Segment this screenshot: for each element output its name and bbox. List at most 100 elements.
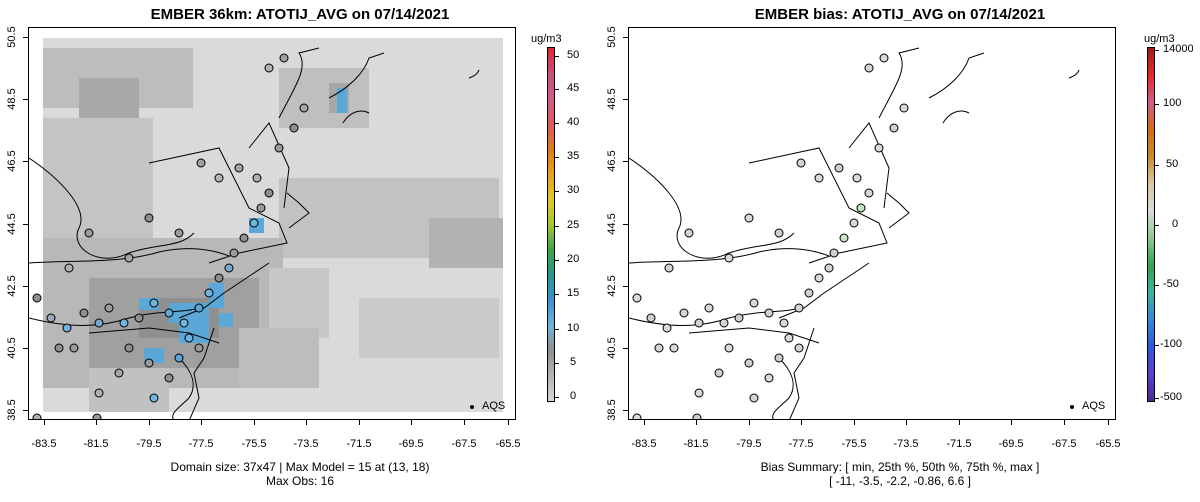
x-tickmark xyxy=(149,420,150,425)
x-tick-label: -73.5 xyxy=(893,438,919,450)
y-tickmark xyxy=(23,286,28,287)
colorbar xyxy=(547,47,555,402)
y-tick-label: 44.5 xyxy=(6,213,18,235)
y-tick-label: 50.5 xyxy=(606,26,618,48)
colorbar-label: 50 xyxy=(1166,158,1179,170)
colorbar-label: 30 xyxy=(567,184,580,196)
y-tick-label: 42.5 xyxy=(606,275,618,297)
x-tick-label: -83.5 xyxy=(631,438,657,450)
y-tick-label: 44.5 xyxy=(606,213,618,235)
x-tickmark xyxy=(854,420,855,425)
y-tickmark xyxy=(23,410,28,411)
colorbar-tick xyxy=(555,56,559,57)
y-tick-label: 40.5 xyxy=(6,337,18,359)
y-tick-label: 46.5 xyxy=(606,150,618,172)
x-tick-label: -67.5 xyxy=(1051,438,1077,450)
colorbar-label: -500 xyxy=(1160,391,1183,403)
colorbar-tick xyxy=(555,329,559,330)
x-tickmark xyxy=(464,420,465,425)
y-tickmark xyxy=(623,161,628,162)
coastlines-and-borders xyxy=(629,47,1080,419)
domain-summary: Domain size: 37x47 | Max Model = 15 at (… xyxy=(170,460,430,474)
aqs-legend-marker xyxy=(1070,405,1074,409)
y-tickmark xyxy=(23,348,28,349)
model-map xyxy=(29,38,503,419)
x-tickmark xyxy=(749,420,750,425)
model-map-panel: EMBER 36km: ATOTIJ_AVG on 07/14/2021 xyxy=(6,6,580,488)
colorbar-label: 45 xyxy=(567,82,580,94)
x-tick-label: -79.5 xyxy=(136,438,162,450)
x-tick-label: -69.5 xyxy=(998,438,1024,450)
x-tick-label: -71.5 xyxy=(346,438,372,450)
aqs-legend-marker xyxy=(470,405,474,409)
x-tickmark xyxy=(411,420,412,425)
x-tick-label: -73.5 xyxy=(293,438,319,450)
y-tick-label: 46.5 xyxy=(6,150,18,172)
x-tickmark xyxy=(201,420,202,425)
map-frame: AQS xyxy=(628,27,1116,420)
colorbar-label: 20 xyxy=(567,253,580,265)
x-tickmark xyxy=(696,420,697,425)
colorbar-tick xyxy=(1155,225,1159,226)
bias-summary-values: [ -11, -3.5, -2.2, -0.86, 6.6 ] xyxy=(829,474,971,488)
colorbar-label: 0 xyxy=(570,390,577,402)
aqs-sites xyxy=(32,53,309,419)
x-tickmark xyxy=(1064,420,1065,425)
y-tickmark xyxy=(623,348,628,349)
colorbar xyxy=(1147,47,1155,402)
colorbar-tick xyxy=(555,260,559,261)
panel-title: EMBER 36km: ATOTIJ_AVG on 07/14/2021 xyxy=(150,6,450,23)
colorbar-tick xyxy=(1155,398,1159,399)
y-tick-label: 50.5 xyxy=(6,26,18,48)
x-tickmark xyxy=(254,420,255,425)
colorbar-label: 50 xyxy=(567,49,580,61)
colorbar-tick xyxy=(555,294,559,295)
x-tick-label: -67.5 xyxy=(451,438,477,450)
x-tickmark xyxy=(801,420,802,425)
colorbar-tick xyxy=(1155,285,1159,286)
y-tick-label: 40.5 xyxy=(606,337,618,359)
x-tick-label: -81.5 xyxy=(683,438,709,450)
y-tickmark xyxy=(23,224,28,225)
colorbar-tick xyxy=(555,397,559,398)
colorbar-tick xyxy=(555,191,559,192)
x-tickmark xyxy=(359,420,360,425)
map-frame: AQS xyxy=(28,27,516,420)
x-tick-label: -77.5 xyxy=(188,438,214,450)
x-tick-label: -83.5 xyxy=(31,438,57,450)
x-tick-label: -75.5 xyxy=(241,438,267,450)
x-tick-label: -71.5 xyxy=(946,438,972,450)
colorbar-label: 14000 xyxy=(1163,43,1194,55)
colorbar-tick xyxy=(1155,50,1159,51)
x-tick-label: -77.5 xyxy=(788,438,814,450)
x-tickmark xyxy=(44,420,45,425)
colorbar-tick xyxy=(555,226,559,227)
colorbar-label: -100 xyxy=(1160,338,1183,350)
colorbar-tick xyxy=(555,157,559,158)
colorbar-tick xyxy=(555,123,559,124)
colorbar-tick xyxy=(555,363,559,364)
y-tick-label: 38.5 xyxy=(606,399,618,421)
bias-summary-header: Bias Summary: [ min, 25th %, 50th %, 75t… xyxy=(760,460,1040,474)
y-tick-label: 48.5 xyxy=(6,88,18,110)
x-tick-label: -79.5 xyxy=(736,438,762,450)
y-tickmark xyxy=(623,224,628,225)
x-tick-label: -65.5 xyxy=(1095,438,1121,450)
x-tickmark xyxy=(1108,420,1109,425)
colorbar-label: 5 xyxy=(570,356,577,368)
colorbar-label: 35 xyxy=(567,150,580,162)
y-tickmark xyxy=(23,37,28,38)
max-obs-summary: Max Obs: 16 xyxy=(265,474,335,488)
x-tick-label: -69.5 xyxy=(398,438,424,450)
x-tick-label: -81.5 xyxy=(83,438,109,450)
colorbar-tick xyxy=(555,89,559,90)
y-tickmark xyxy=(623,99,628,100)
bias-map-panel: EMBER bias: ATOTIJ_AVG on 07/14/2021 xyxy=(600,0,1200,502)
y-tickmark xyxy=(23,161,28,162)
model-grid xyxy=(43,38,503,412)
y-tick-label: 42.5 xyxy=(6,275,18,297)
x-tick-label: -75.5 xyxy=(841,438,867,450)
y-tickmark xyxy=(623,410,628,411)
x-tickmark xyxy=(96,420,97,425)
colorbar-label: 0 xyxy=(1172,218,1179,230)
